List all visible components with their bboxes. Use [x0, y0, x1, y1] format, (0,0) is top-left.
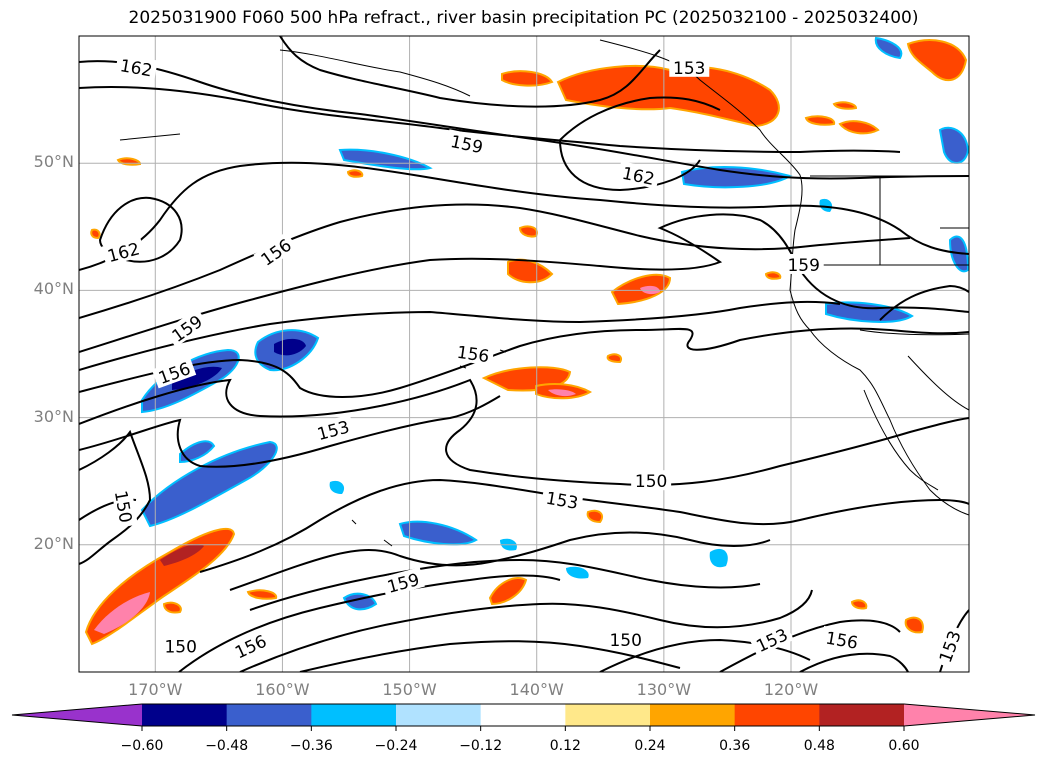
contour-label-background — [932, 624, 966, 669]
colorbar-segment — [734, 704, 820, 726]
contour-label-background — [227, 628, 273, 664]
contour-label-background — [631, 470, 672, 491]
contour-label-background — [160, 635, 201, 656]
contour-label-background — [253, 231, 298, 272]
colorbar-tick-label: −0.24 — [374, 738, 418, 754]
longitude-label: 170°W — [128, 680, 183, 699]
contour-label-background — [311, 414, 355, 445]
latitude-label: 40°N — [33, 279, 74, 299]
colorbar-tick-label: 0.12 — [549, 738, 581, 754]
graticule — [79, 36, 969, 672]
longitude-label: 120°W — [763, 680, 819, 699]
colorbar-tick-label: −0.12 — [459, 738, 503, 754]
contour-label-background — [616, 161, 661, 189]
latitude-label: 20°N — [33, 533, 74, 553]
contour-label: 159 — [787, 256, 819, 276]
contour-label-background — [669, 56, 710, 77]
colorbar-segment — [565, 704, 651, 726]
colorbar-segment — [226, 704, 312, 726]
latitude-label: 50°N — [33, 152, 74, 172]
contour-label-background — [820, 625, 864, 653]
colorbar-segment — [396, 704, 482, 726]
map-title: 2025031900 F060 500 hPa refract., river … — [128, 8, 919, 28]
contour-label: 156 — [456, 343, 491, 367]
contour-label-background — [111, 485, 138, 528]
contour-label-background — [101, 236, 146, 267]
longitude-label: 150°W — [382, 680, 437, 699]
colorbar — [11, 703, 1036, 731]
colorbar-tick-label: 0.36 — [719, 738, 751, 754]
contour-label: 150 — [609, 631, 641, 651]
colorbar-segment — [480, 704, 566, 726]
colorbar-segment — [819, 704, 905, 726]
colorbar-extend-min — [12, 704, 142, 726]
contour-label-background — [445, 129, 489, 158]
colorbar-tick-label: 0.24 — [634, 738, 666, 754]
contour-label: 150 — [635, 472, 667, 492]
colorbar-tick-label: −0.36 — [289, 738, 333, 754]
colorbar-tick-label: 0.60 — [888, 738, 920, 754]
latitude-label: 30°N — [33, 406, 74, 426]
colorbar-segment — [142, 704, 228, 726]
refractivity-contours — [79, 36, 969, 672]
coastlines — [119, 39, 969, 547]
contour-label-background — [381, 567, 425, 597]
contour-label-background — [605, 629, 646, 650]
colorbar-segment — [650, 704, 736, 726]
colorbar-tick-label: −0.48 — [205, 738, 249, 754]
contour-label: 153 — [673, 59, 705, 79]
colorbar-segment — [311, 704, 397, 726]
longitude-label: 140°W — [509, 680, 564, 699]
colorbar-tick-label: 0.48 — [803, 738, 835, 754]
colorbar-extend-max — [904, 704, 1035, 726]
precipitation-positive-patches — [84, 39, 968, 646]
colorbar-tick-label: −0.60 — [120, 738, 164, 754]
contour-label-background — [540, 485, 584, 513]
map-frame — [78, 35, 970, 673]
contour-label-background — [114, 53, 158, 81]
longitude-label: 160°W — [255, 680, 310, 699]
contour-label-background — [151, 355, 197, 389]
contour-label-background — [783, 253, 824, 274]
contour-label-background — [749, 621, 794, 657]
contour-label: 150 — [164, 638, 196, 658]
contour-label-background — [452, 340, 495, 366]
contour-label-background — [164, 308, 209, 348]
longitude-label: 130°W — [636, 680, 692, 699]
